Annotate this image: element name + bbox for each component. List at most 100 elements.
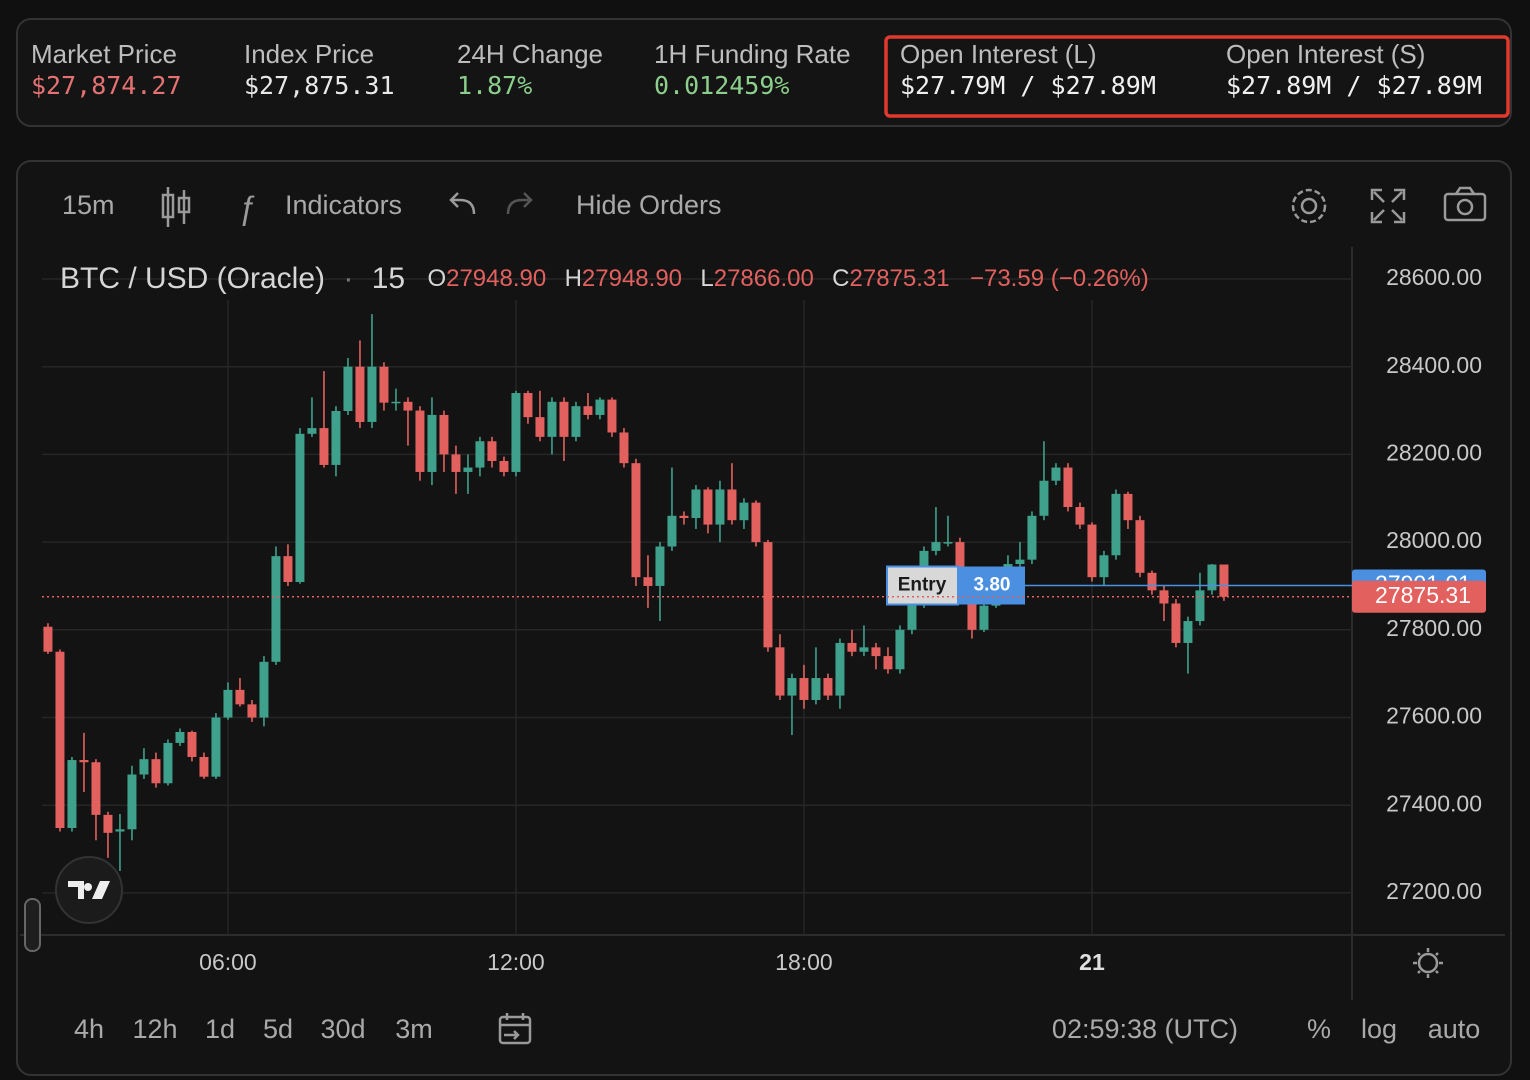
candle-body	[895, 629, 905, 670]
candle-body	[403, 401, 413, 411]
candle-body	[1075, 507, 1085, 525]
candle-body	[1171, 603, 1181, 643]
fx-icon[interactable]: ƒ	[238, 189, 256, 225]
candle-body	[703, 489, 713, 525]
indicators-button[interactable]: Indicators	[285, 190, 402, 220]
candle-body	[727, 489, 737, 521]
y-tick-label: 28600.00	[1386, 264, 1482, 290]
candle-body	[319, 428, 329, 465]
candle-body	[979, 605, 989, 630]
low-label: L	[700, 265, 713, 292]
candle-body	[595, 399, 605, 415]
range-button[interactable]: 12h	[132, 1014, 177, 1044]
candle-body	[1087, 524, 1097, 578]
range-button[interactable]: 30d	[320, 1014, 365, 1044]
price-tag-label: 27875.31	[1375, 582, 1471, 608]
axis-settings-icon[interactable]	[1413, 948, 1443, 978]
range-button[interactable]: 5d	[263, 1014, 293, 1044]
candle-body	[259, 661, 269, 718]
candle-body	[679, 515, 689, 518]
candle-body	[115, 829, 125, 832]
candle-type-icon[interactable]	[161, 187, 191, 227]
stat-value: $27.79M / $27.89M	[900, 71, 1156, 100]
candle-body	[1063, 467, 1073, 508]
candle-body	[955, 542, 965, 582]
highlight-box	[884, 35, 1510, 118]
candle-body	[607, 399, 617, 433]
candle-body	[751, 502, 761, 543]
stat-label: Index Price	[244, 39, 374, 69]
settings-icon[interactable]	[1291, 188, 1327, 224]
clock: 02:59:38 (UTC)	[1052, 1014, 1238, 1044]
candle-body	[799, 678, 809, 700]
candle-body	[775, 647, 785, 696]
candle-body	[619, 432, 629, 464]
candle-body	[247, 704, 257, 718]
candle-body	[91, 762, 101, 815]
range-button[interactable]: 3m	[395, 1014, 433, 1044]
candle-body	[1027, 515, 1037, 560]
candle-body	[199, 756, 209, 777]
tv-logo-dot	[84, 883, 92, 891]
candle-body	[103, 814, 113, 833]
close-label: C	[832, 265, 849, 292]
y-tick-label: 27200.00	[1386, 878, 1482, 904]
stat-value: 0.012459%	[654, 71, 789, 100]
range-button[interactable]: 1d	[205, 1014, 235, 1044]
candle-body	[1123, 493, 1133, 521]
candle-body	[883, 656, 893, 670]
entry-tag	[886, 565, 959, 606]
screenshot-icon[interactable]	[1443, 186, 1487, 222]
stat-label: Open Interest (S)	[1226, 39, 1425, 69]
range-button[interactable]: 4h	[74, 1014, 104, 1044]
interval-button[interactable]: 15m	[62, 190, 115, 220]
close-value: 27875.31	[850, 265, 950, 292]
axis-option[interactable]: log	[1361, 1014, 1397, 1044]
candle-body	[1099, 555, 1109, 578]
stat-label: Open Interest (L)	[900, 39, 1097, 69]
candle-body	[355, 366, 365, 422]
candle-body	[511, 393, 521, 472]
undo-icon[interactable]	[449, 192, 476, 215]
candle-body	[907, 603, 917, 630]
candle-body	[847, 642, 857, 652]
chart-legend: BTC / USD (Oracle) · 15 O27948.90 H27948…	[60, 262, 1149, 295]
axis-option[interactable]: auto	[1428, 1014, 1481, 1044]
candle-body	[175, 731, 185, 743]
y-tick-label: 27600.00	[1386, 703, 1482, 729]
date-range-icon[interactable]	[498, 1013, 532, 1045]
candle-body	[463, 467, 473, 472]
legend-interval: 15	[372, 262, 405, 295]
low-value: 27866.00	[714, 265, 814, 292]
candle-body	[1111, 493, 1121, 556]
x-tick-label: 06:00	[199, 949, 257, 975]
y-tick-label: 27400.00	[1386, 790, 1482, 816]
x-tick-label: 21	[1079, 949, 1105, 975]
candle-body	[787, 678, 797, 696]
tv-logo-mark	[68, 881, 110, 899]
stats-panel	[16, 18, 1512, 127]
y-tick-label: 28200.00	[1386, 439, 1482, 465]
fullscreen-icon[interactable]	[1370, 188, 1406, 224]
candle-body	[763, 542, 773, 648]
candle-body	[79, 760, 89, 763]
candle-body	[835, 642, 845, 696]
candle-body	[475, 441, 485, 468]
entry-size-tag	[958, 566, 1025, 605]
price-tag	[1352, 580, 1486, 613]
entry-size: 3.80	[974, 575, 1011, 596]
high-value: 27948.90	[582, 265, 682, 292]
candle-body	[643, 577, 653, 586]
scroll-handle[interactable]	[24, 898, 41, 952]
open-value: 27948.90	[446, 265, 546, 292]
candle-body	[43, 626, 53, 652]
candle-body	[163, 742, 173, 784]
change-value: −73.59 (−0.26%)	[970, 265, 1149, 292]
candle-body	[535, 417, 545, 437]
candle-body	[1135, 520, 1145, 573]
hide-orders-button[interactable]: Hide Orders	[576, 190, 722, 220]
axis-option[interactable]: %	[1307, 1014, 1331, 1044]
candle-body	[1051, 467, 1061, 481]
redo-icon[interactable]	[506, 192, 533, 215]
